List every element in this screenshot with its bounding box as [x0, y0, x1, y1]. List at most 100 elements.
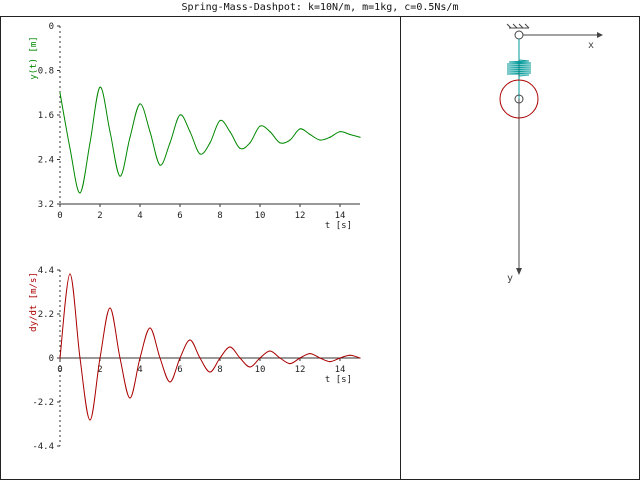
disp-ytick-label: 3.2: [38, 200, 54, 210]
disp-data-point: [139, 103, 141, 105]
vel-data-point: [339, 357, 341, 359]
vel-data-point: [349, 354, 351, 356]
vel-data-point: [299, 357, 301, 359]
disp-ylabel: y(t) [m]: [29, 36, 39, 79]
vel-data-point: [259, 357, 261, 359]
disp-data-point: [189, 131, 191, 133]
vel-data-point: [199, 357, 201, 359]
vel-data-point: [149, 327, 151, 329]
vel-data-point: [189, 339, 191, 341]
disp-data-point: [329, 136, 331, 138]
spring-icon: [506, 39, 532, 99]
vel-data-point: [119, 357, 121, 359]
vel-ytick-label: -2.2: [32, 398, 54, 408]
window-title: Spring-Mass-Dashpot: k=10N/m, m=1kg, c=0…: [181, 2, 459, 13]
vel-data-point: [229, 346, 231, 348]
vel-data-point: [179, 357, 181, 359]
vel-data-point: [109, 307, 111, 309]
disp-data-point: [309, 133, 311, 136]
disp-data-point: [289, 139, 291, 141]
y-axis-arrow-icon: [516, 268, 522, 275]
vel-ytick-label: 0: [49, 354, 54, 364]
vel-data-point: [99, 357, 101, 359]
disp-data-point: [299, 128, 301, 130]
disp-xtick-label: 6: [177, 211, 182, 221]
vel-data-point: [219, 357, 221, 359]
disp-xtick-label: 12: [295, 211, 306, 221]
disp-data-point: [79, 192, 81, 194]
vel-ytick-label: -4.4: [32, 442, 54, 452]
disp-data-point: [109, 131, 111, 133]
disp-xtick-label: 10: [255, 211, 266, 221]
disp-data-point: [359, 136, 361, 138]
vel-data-point: [309, 353, 311, 355]
vel-data-point: [289, 363, 291, 365]
vel-xlabel: t [s]: [325, 375, 352, 385]
disp-xtick-label: 8: [217, 211, 222, 221]
disp-data-point: [149, 131, 151, 133]
vel-data-point: [59, 357, 61, 359]
disp-xtick-label: 4: [137, 211, 142, 221]
vel-data-point: [239, 357, 241, 359]
vel-xtick-label: 6: [177, 365, 182, 375]
disp-data-point: [199, 153, 201, 155]
vel-xtick-label: 14: [335, 365, 346, 375]
disp-data-point: [99, 86, 101, 88]
vel-xtick-label: 8: [217, 365, 222, 375]
disp-data-point: [209, 142, 211, 144]
disp-data-point: [229, 131, 231, 133]
disp-data-point: [169, 142, 171, 144]
disp-ytick-label: 2.4: [38, 156, 54, 166]
disp-xtick-label: 0: [57, 211, 62, 221]
vel-data-point: [129, 397, 131, 399]
x-axis-arrow-icon: [597, 32, 603, 38]
vel-ytick-label: 2.2: [38, 310, 54, 320]
vel-data-point: [139, 357, 141, 359]
vel-data-point: [159, 357, 161, 359]
disp-data-point: [129, 136, 131, 138]
vel-data-point: [69, 273, 71, 275]
vel-xtick-label: 0: [57, 365, 62, 375]
vel-xtick-label: 2: [97, 365, 102, 375]
x-axis-label: x: [588, 40, 594, 51]
vel-data-point: [359, 357, 361, 359]
disp-data-point: [219, 119, 221, 122]
disp-data-point: [349, 133, 351, 136]
disp-data-point: [269, 131, 271, 133]
disp-data-point: [59, 92, 61, 94]
vel-ytick-label: 4.4: [38, 266, 54, 276]
vel-xtick-label: 12: [295, 365, 306, 375]
vel-data-point: [269, 350, 271, 352]
ceiling-mount-icon: [506, 23, 530, 40]
disp-data-point: [69, 147, 71, 149]
disp-data-point: [179, 114, 181, 116]
y-axis-label: y: [507, 273, 513, 284]
disp-data-point: [159, 164, 161, 166]
vel-data-point: [279, 357, 281, 359]
vel-xtick-label: 10: [255, 365, 266, 375]
disp-ytick-label: 1.6: [38, 111, 54, 121]
vel-data-point: [79, 357, 81, 359]
disp-xtick-label: 14: [335, 211, 346, 221]
vel-data-point: [249, 366, 251, 368]
disp-data-point: [239, 147, 241, 149]
vel-data-point: [329, 361, 331, 363]
disp-data-point: [339, 131, 341, 133]
vel-data-point: [209, 371, 211, 373]
vel-data-point: [319, 357, 321, 359]
vel-xtick-label: 4: [137, 365, 142, 375]
disp-data-point: [319, 139, 321, 141]
disp-data-point: [279, 142, 281, 144]
vel-ylabel: dy/dt [m/s]: [29, 272, 39, 332]
mass-icon: [499, 79, 539, 119]
disp-data-point: [89, 142, 91, 144]
disp-data-point: [249, 142, 251, 144]
disp-ytick-label: 0.8: [38, 67, 54, 77]
disp-data-point: [259, 125, 261, 127]
disp-xlabel: t [s]: [325, 221, 352, 231]
vel-data-point: [169, 381, 171, 383]
disp-data-point: [119, 175, 121, 177]
